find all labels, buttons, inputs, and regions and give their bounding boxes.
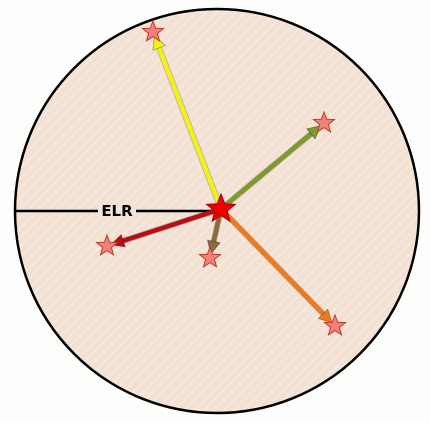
- outer-star-icon: [141, 19, 165, 43]
- radius-line: ELR: [15, 202, 218, 220]
- arrow-green: [219, 125, 322, 212]
- outer-star-icon: [95, 233, 119, 257]
- arrow-head: [317, 308, 333, 324]
- arrow-shaft: [219, 207, 325, 316]
- arrow-head: [306, 125, 322, 140]
- radius-label: ELR: [101, 202, 133, 220]
- arrows-layer: [109, 34, 333, 324]
- arrow-shaft: [122, 206, 222, 243]
- arrow-shaft: [156, 47, 224, 210]
- outer-star-icon: [323, 313, 347, 337]
- arrow-shaft: [219, 132, 313, 211]
- center-star-icon: [205, 192, 237, 223]
- outer-star-icon: [312, 110, 336, 134]
- outer-star-icon: [198, 245, 222, 269]
- arrow-orange: [218, 206, 333, 324]
- stars-layer: [95, 19, 347, 337]
